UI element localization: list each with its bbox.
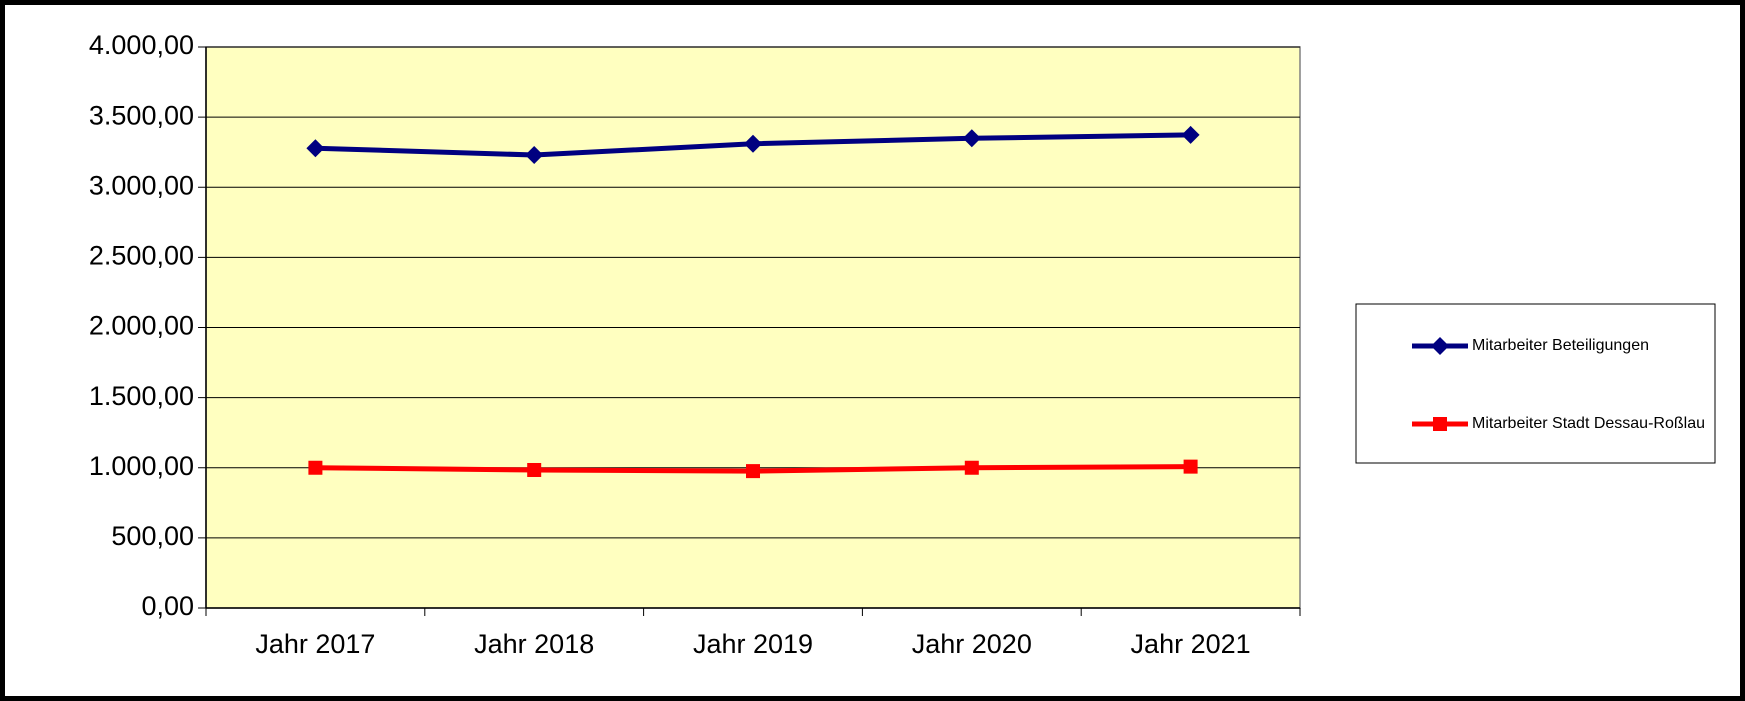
point bbox=[308, 460, 323, 475]
y-tick-label: 500,00 bbox=[111, 521, 194, 551]
y-tick-label: 0,00 bbox=[141, 591, 194, 621]
x-tick-label: Jahr 2019 bbox=[693, 629, 813, 659]
point bbox=[744, 134, 762, 153]
legend-label: Mitarbeiter Beteiligungen bbox=[1472, 337, 1649, 354]
legend-marker bbox=[1433, 417, 1447, 431]
point bbox=[527, 462, 542, 477]
y-tick-label: 1.500,00 bbox=[89, 381, 194, 411]
legend-marker bbox=[1431, 337, 1449, 355]
point bbox=[525, 145, 544, 164]
y-tick-label: 1.000,00 bbox=[89, 451, 194, 481]
y-tick-label: 3.000,00 bbox=[89, 170, 194, 200]
point bbox=[306, 139, 325, 158]
x-tick-label: Jahr 2017 bbox=[255, 629, 375, 659]
x-tick-label: Jahr 2018 bbox=[474, 629, 594, 659]
point bbox=[964, 460, 979, 475]
y-tick-label: 2.000,00 bbox=[89, 311, 194, 341]
point bbox=[1183, 459, 1198, 474]
legend bbox=[1355, 303, 1716, 464]
point bbox=[1181, 125, 1200, 144]
x-tick-label: Jahr 2021 bbox=[1131, 629, 1251, 659]
x-tick-label: Jahr 2020 bbox=[912, 629, 1032, 659]
y-tick-label: 3.500,00 bbox=[89, 100, 194, 130]
point bbox=[746, 464, 760, 479]
y-tick-label: 4.000,00 bbox=[89, 30, 194, 60]
legend-label: Mitarbeiter Stadt Dessau-Roßlau bbox=[1472, 415, 1705, 432]
y-tick-label: 2.500,00 bbox=[89, 241, 194, 271]
point bbox=[962, 129, 981, 148]
